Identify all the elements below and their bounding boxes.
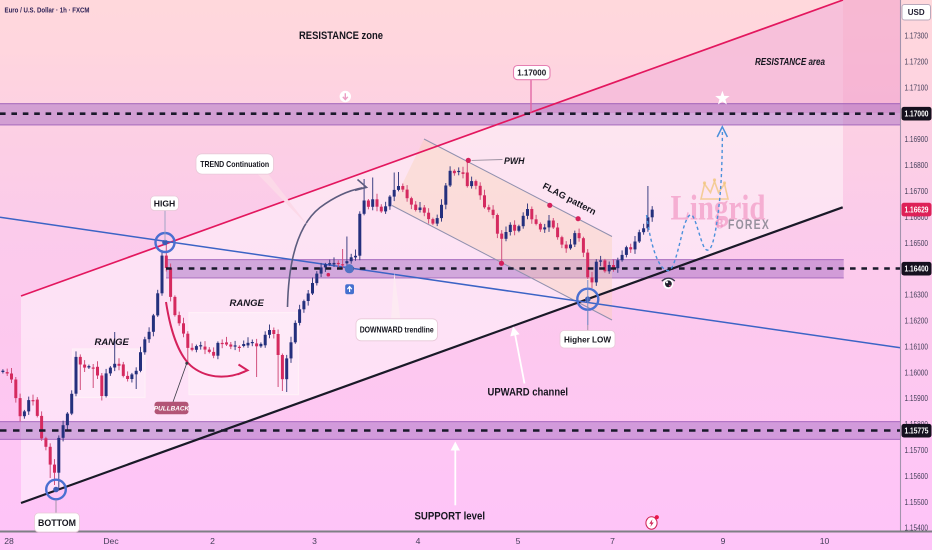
svg-text:1.17000: 1.17000 <box>905 110 929 119</box>
svg-text:Higher LOW: Higher LOW <box>564 334 612 344</box>
svg-text:1.15500: 1.15500 <box>905 498 929 507</box>
svg-text:Dec: Dec <box>103 536 119 546</box>
svg-text:UPWARD channel: UPWARD channel <box>488 387 569 399</box>
svg-text:PWH: PWH <box>504 156 525 166</box>
svg-text:1.17000: 1.17000 <box>517 68 546 77</box>
svg-text:1.17300: 1.17300 <box>905 32 929 41</box>
svg-text:BOTTOM: BOTTOM <box>38 518 76 528</box>
svg-text:7: 7 <box>610 536 615 546</box>
svg-text:RANGE: RANGE <box>230 298 265 309</box>
svg-text:10: 10 <box>820 536 830 546</box>
svg-text:1.16500: 1.16500 <box>905 239 929 248</box>
svg-text:USD: USD <box>908 8 925 17</box>
svg-text:FOREX: FOREX <box>728 217 770 232</box>
svg-text:PULLBACK: PULLBACK <box>154 405 190 412</box>
svg-text:1.16000: 1.16000 <box>905 368 929 377</box>
svg-text:4: 4 <box>416 536 421 546</box>
svg-text:1.17100: 1.17100 <box>905 83 929 92</box>
svg-text:RESISTANCE area: RESISTANCE area <box>755 57 825 68</box>
svg-text:2: 2 <box>210 536 215 546</box>
svg-text:TREND Continuation: TREND Continuation <box>200 160 269 169</box>
svg-text:1.16629: 1.16629 <box>905 206 929 215</box>
svg-text:HIGH: HIGH <box>154 198 175 208</box>
svg-text:3: 3 <box>312 536 317 546</box>
svg-text:1.16600: 1.16600 <box>905 213 929 222</box>
svg-text:9: 9 <box>721 536 726 546</box>
svg-text:1.15900: 1.15900 <box>905 394 929 403</box>
svg-text:1.15700: 1.15700 <box>905 446 929 455</box>
svg-text:1.17200: 1.17200 <box>905 58 929 67</box>
svg-text:1.15775: 1.15775 <box>905 427 929 436</box>
svg-text:1.16900: 1.16900 <box>905 135 929 144</box>
svg-text:8: 8 <box>716 217 724 233</box>
svg-text:1.16800: 1.16800 <box>905 161 929 170</box>
svg-text:1.16200: 1.16200 <box>905 317 929 326</box>
svg-text:SUPPORT level: SUPPORT level <box>415 511 486 523</box>
svg-text:1.15400: 1.15400 <box>905 524 929 533</box>
svg-text:1.15600: 1.15600 <box>905 472 929 481</box>
svg-text:Euro / U.S. Dollar · 1h · FXCM: Euro / U.S. Dollar · 1h · FXCM <box>5 6 90 15</box>
svg-text:RESISTANCE zone: RESISTANCE zone <box>299 30 383 42</box>
svg-text:DOWNWARD trendline: DOWNWARD trendline <box>360 326 434 335</box>
svg-text:5: 5 <box>516 536 521 546</box>
svg-text:RANGE: RANGE <box>95 337 130 348</box>
svg-text:1.16400: 1.16400 <box>905 265 929 274</box>
svg-text:1.16700: 1.16700 <box>905 187 929 196</box>
svg-text:28: 28 <box>4 536 14 546</box>
svg-text:1.16100: 1.16100 <box>905 342 929 351</box>
svg-text:1.16300: 1.16300 <box>905 291 929 300</box>
